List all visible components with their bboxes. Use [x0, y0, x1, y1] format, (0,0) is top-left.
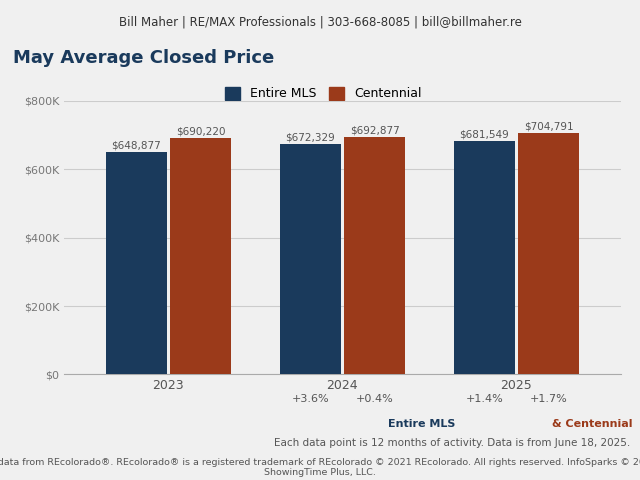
Text: ShowingTime Plus, LLC.: ShowingTime Plus, LLC.	[264, 468, 376, 477]
Text: All data from REcolorado®. REcolorado® is a registered trademark of REcolorado ©: All data from REcolorado®. REcolorado® i…	[0, 458, 640, 467]
Text: +0.4%: +0.4%	[356, 394, 394, 404]
Bar	[280, 144, 340, 374]
Text: Each data point is 12 months of activity. Data is from June 18, 2025.: Each data point is 12 months of activity…	[274, 438, 630, 448]
Bar	[344, 137, 405, 374]
Text: $690,220: $690,220	[176, 127, 225, 137]
Text: +1.7%: +1.7%	[530, 394, 568, 404]
Text: $704,791: $704,791	[524, 121, 573, 132]
Text: +3.6%: +3.6%	[291, 394, 329, 404]
Text: May Average Closed Price: May Average Closed Price	[13, 49, 274, 67]
Legend: Entire MLS, Centennial: Entire MLS, Centennial	[220, 82, 426, 106]
Bar	[518, 133, 579, 374]
Bar	[170, 138, 231, 374]
Text: Entire MLS: Entire MLS	[388, 419, 460, 429]
Text: Bill Maher | RE/MAX Professionals | 303-668-8085 | bill@billmaher.re: Bill Maher | RE/MAX Professionals | 303-…	[118, 15, 522, 28]
Text: $648,877: $648,877	[111, 141, 161, 151]
Text: $681,549: $681,549	[460, 130, 509, 140]
Text: +1.4%: +1.4%	[465, 394, 503, 404]
Text: $692,877: $692,877	[349, 126, 399, 136]
Text: $672,329: $672,329	[285, 133, 335, 143]
Bar	[106, 153, 166, 374]
Text: & Centennial: & Centennial	[552, 419, 632, 429]
Bar	[454, 141, 515, 374]
